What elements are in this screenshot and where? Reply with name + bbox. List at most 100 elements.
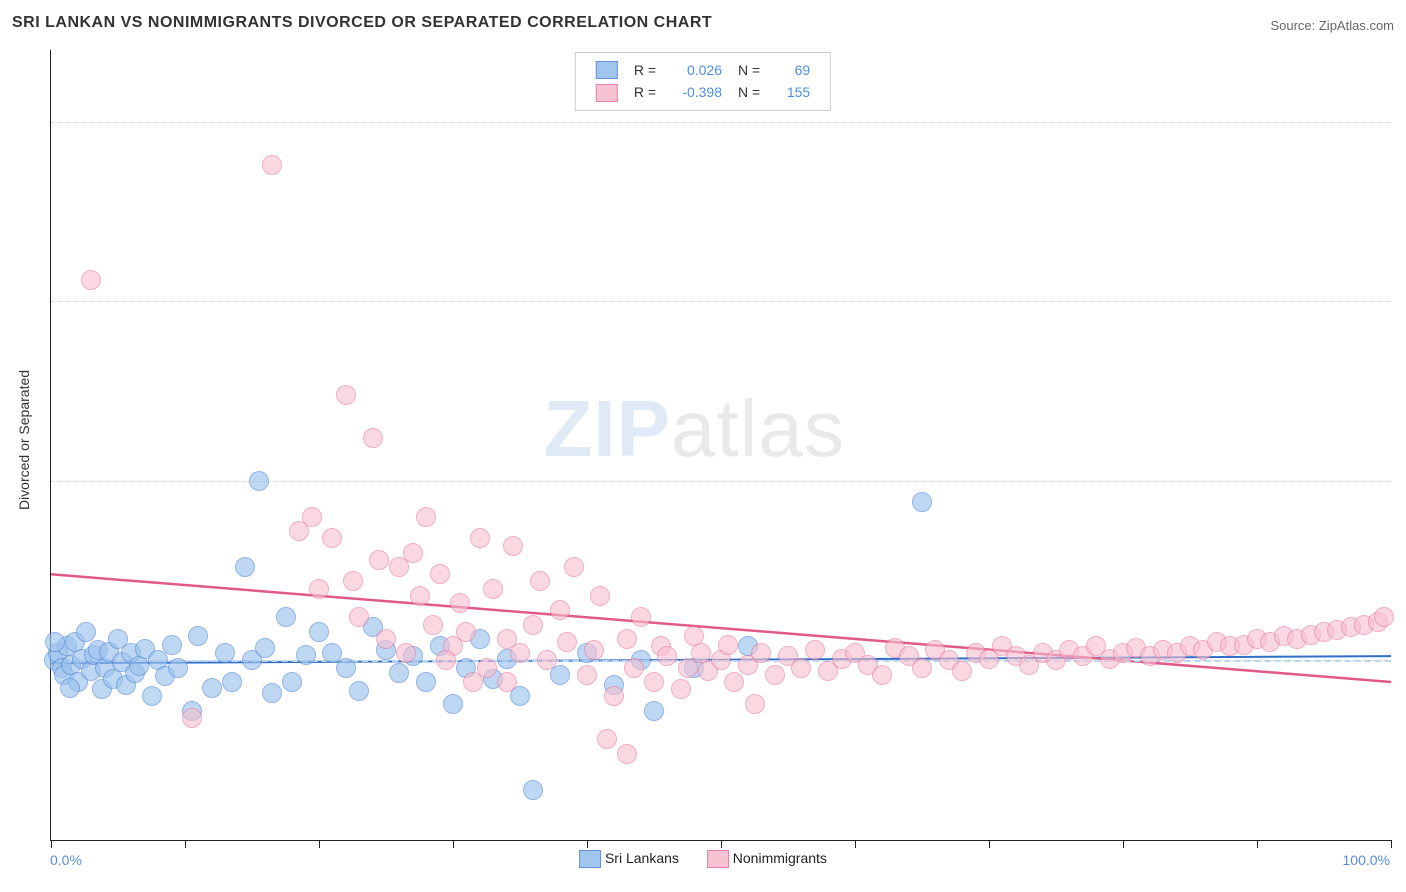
legend-series: Sri Lankans Nonimmigrants	[565, 850, 841, 868]
x-tick	[185, 840, 186, 848]
x-tick	[1391, 840, 1392, 848]
trend-lines	[51, 50, 1391, 840]
x-tick	[453, 840, 454, 848]
data-point	[76, 622, 96, 642]
data-point	[410, 586, 430, 606]
legend-stats: R =0.026N =69R =-0.398N =155	[575, 52, 831, 111]
data-point	[745, 694, 765, 714]
x-tick	[855, 840, 856, 848]
data-point	[336, 658, 356, 678]
x-tick	[721, 840, 722, 848]
data-point	[644, 672, 664, 692]
data-point	[644, 701, 664, 721]
x-tick	[51, 840, 52, 848]
data-point	[396, 643, 416, 663]
x-tick	[989, 840, 990, 848]
data-point	[403, 543, 423, 563]
data-point	[550, 600, 570, 620]
legend-stat-row: R =-0.398N =155	[588, 81, 818, 103]
data-point	[497, 672, 517, 692]
data-point	[436, 650, 456, 670]
data-point	[309, 622, 329, 642]
data-point	[523, 615, 543, 635]
data-point	[282, 672, 302, 692]
data-point	[564, 557, 584, 577]
data-point	[249, 471, 269, 491]
data-point	[302, 507, 322, 527]
data-point	[322, 528, 342, 548]
data-point	[805, 640, 825, 660]
data-point	[912, 658, 932, 678]
data-point	[450, 593, 470, 613]
data-point	[262, 155, 282, 175]
data-point	[912, 492, 932, 512]
data-point	[182, 708, 202, 728]
legend-series-item: Nonimmigrants	[707, 850, 827, 868]
chart-plot-area: ZIPatlas 12.5%25.0%37.5%50.0%	[50, 50, 1391, 841]
data-point	[262, 683, 282, 703]
data-point	[463, 672, 483, 692]
data-point	[188, 626, 208, 646]
gridline	[51, 301, 1391, 302]
data-point	[296, 645, 316, 665]
data-point	[202, 678, 222, 698]
watermark-atlas: atlas	[671, 384, 845, 473]
source-label: Source: ZipAtlas.com	[1270, 18, 1394, 33]
data-point	[349, 681, 369, 701]
data-point	[617, 629, 637, 649]
data-point	[765, 665, 785, 685]
data-point	[349, 607, 369, 627]
data-point	[791, 658, 811, 678]
data-point	[60, 678, 80, 698]
data-point	[952, 661, 972, 681]
data-point	[624, 658, 644, 678]
data-point	[530, 571, 550, 591]
data-point	[1374, 607, 1394, 627]
data-point	[376, 629, 396, 649]
data-point	[369, 550, 389, 570]
data-point	[255, 638, 275, 658]
data-point	[389, 663, 409, 683]
data-point	[718, 635, 738, 655]
data-point	[336, 385, 356, 405]
x-tick	[1257, 840, 1258, 848]
data-point	[590, 586, 610, 606]
x-tick	[319, 840, 320, 848]
data-point	[557, 632, 577, 652]
data-point	[142, 686, 162, 706]
data-point	[443, 694, 463, 714]
data-point	[276, 607, 296, 627]
data-point	[215, 643, 235, 663]
watermark: ZIPatlas	[543, 383, 844, 475]
watermark-zip: ZIP	[543, 384, 670, 473]
data-point	[45, 632, 65, 652]
data-point	[751, 643, 771, 663]
data-point	[81, 270, 101, 290]
data-point	[510, 643, 530, 663]
data-point	[363, 428, 383, 448]
data-point	[597, 729, 617, 749]
data-point	[470, 528, 490, 548]
data-point	[577, 665, 597, 685]
data-point	[416, 672, 436, 692]
data-point	[423, 615, 443, 635]
data-point	[430, 564, 450, 584]
data-point	[309, 579, 329, 599]
data-point	[631, 607, 651, 627]
chart-title: SRI LANKAN VS NONIMMIGRANTS DIVORCED OR …	[12, 14, 712, 32]
data-point	[503, 536, 523, 556]
legend-stat-row: R =0.026N =69	[588, 59, 818, 81]
y-axis-title: Divorced or Separated	[16, 370, 32, 510]
x-tick	[587, 840, 588, 848]
data-point	[456, 622, 476, 642]
data-point	[584, 640, 604, 660]
x-axis-label-min: 0.0%	[50, 852, 82, 868]
x-axis-label-max: 100.0%	[1343, 852, 1390, 868]
data-point	[523, 780, 543, 800]
data-point	[657, 646, 677, 666]
data-point	[872, 665, 892, 685]
data-point	[222, 672, 242, 692]
data-point	[168, 658, 188, 678]
data-point	[416, 507, 436, 527]
data-point	[724, 672, 744, 692]
